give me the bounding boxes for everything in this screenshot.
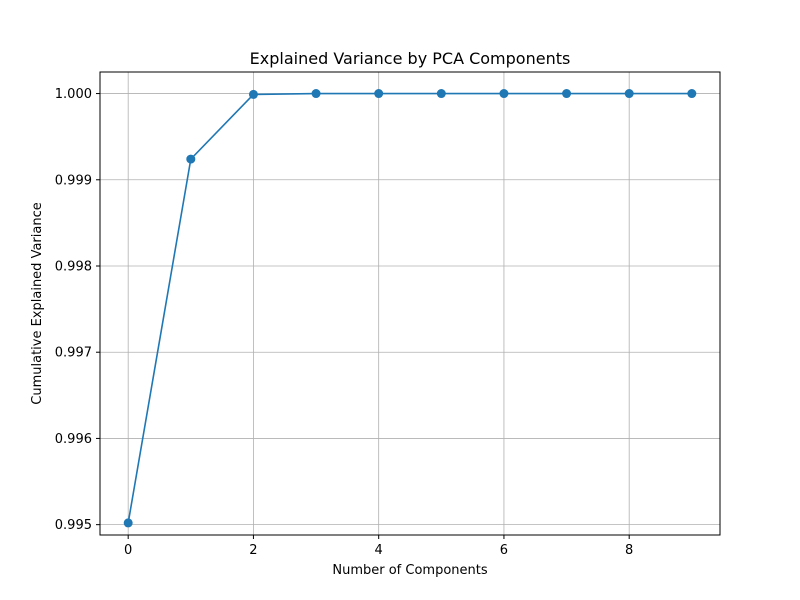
series-line-layer [127, 92, 692, 524]
data-point [374, 89, 384, 99]
data-point [248, 89, 258, 99]
data-point [186, 154, 196, 164]
axis-ticks: 0 2 4 6 8 0.995 0.996 0.997 0.998 0.999 1.000 [55, 87, 634, 558]
y-tick-label: 0.995 [55, 518, 92, 533]
x-tick-label: 8 [625, 543, 633, 558]
y-tick-label: 0.998 [55, 259, 92, 274]
data-point [436, 89, 446, 99]
y-tick-label: 0.997 [55, 346, 92, 361]
x-tick-label: 6 [500, 543, 508, 558]
x-tick-label: 4 [375, 543, 383, 558]
x-axis-label: Number of Components [332, 563, 487, 578]
y-tick-label: 0.999 [55, 173, 92, 188]
plot-area-frame [99, 71, 721, 536]
data-point [499, 89, 509, 99]
data-point [311, 89, 321, 99]
x-tick-label: 0 [124, 543, 132, 558]
series-line [127, 92, 692, 524]
data-point [562, 89, 572, 99]
data-point [624, 89, 634, 99]
series-points [123, 89, 697, 528]
data-point [687, 89, 697, 99]
data-point [123, 518, 133, 528]
y-axis-label: Cumulative Explained Variance [30, 202, 45, 404]
x-tick-label: 2 [249, 543, 257, 558]
y-tick-label: 0.996 [55, 432, 92, 447]
y-tick-label: 1.000 [55, 87, 92, 102]
grid-lines [100, 72, 720, 535]
chart-title: Explained Variance by PCA Components [250, 49, 571, 68]
